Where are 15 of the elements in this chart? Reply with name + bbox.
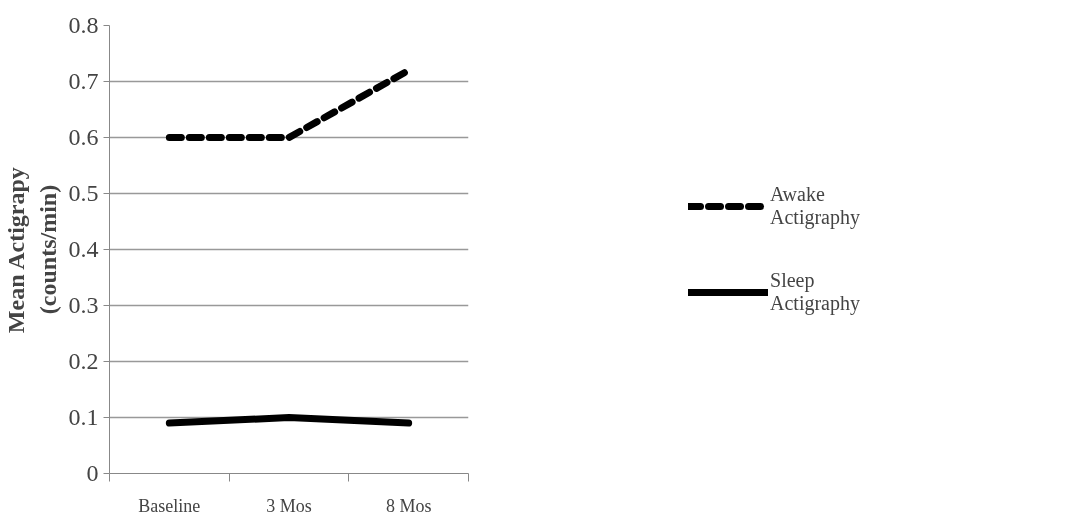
legend-label: Sleep Actigraphy — [770, 269, 860, 315]
y-tick-label: 0.7 — [68, 68, 99, 94]
y-tick-label: 0.4 — [68, 236, 99, 262]
y-tick-label: 0.3 — [68, 292, 99, 318]
y-tick-label: 0.8 — [68, 12, 99, 38]
x-tick-label: 3 Mos — [266, 495, 312, 516]
x-tick-label: 8 Mos — [385, 495, 432, 516]
y-tick-label: 0.2 — [68, 348, 99, 374]
x-tick-label: Baseline — [138, 495, 201, 516]
y-tick-label: 0.1 — [68, 404, 99, 430]
y-tick-label: 0.6 — [68, 124, 99, 150]
legend-label: Awake Actigraphy — [770, 183, 860, 229]
y-tick-label: 0.5 — [68, 180, 99, 206]
y-tick-label: 0 — [86, 460, 99, 486]
y-axis-title: Mean Actigrapy (counts/min) — [3, 167, 61, 334]
